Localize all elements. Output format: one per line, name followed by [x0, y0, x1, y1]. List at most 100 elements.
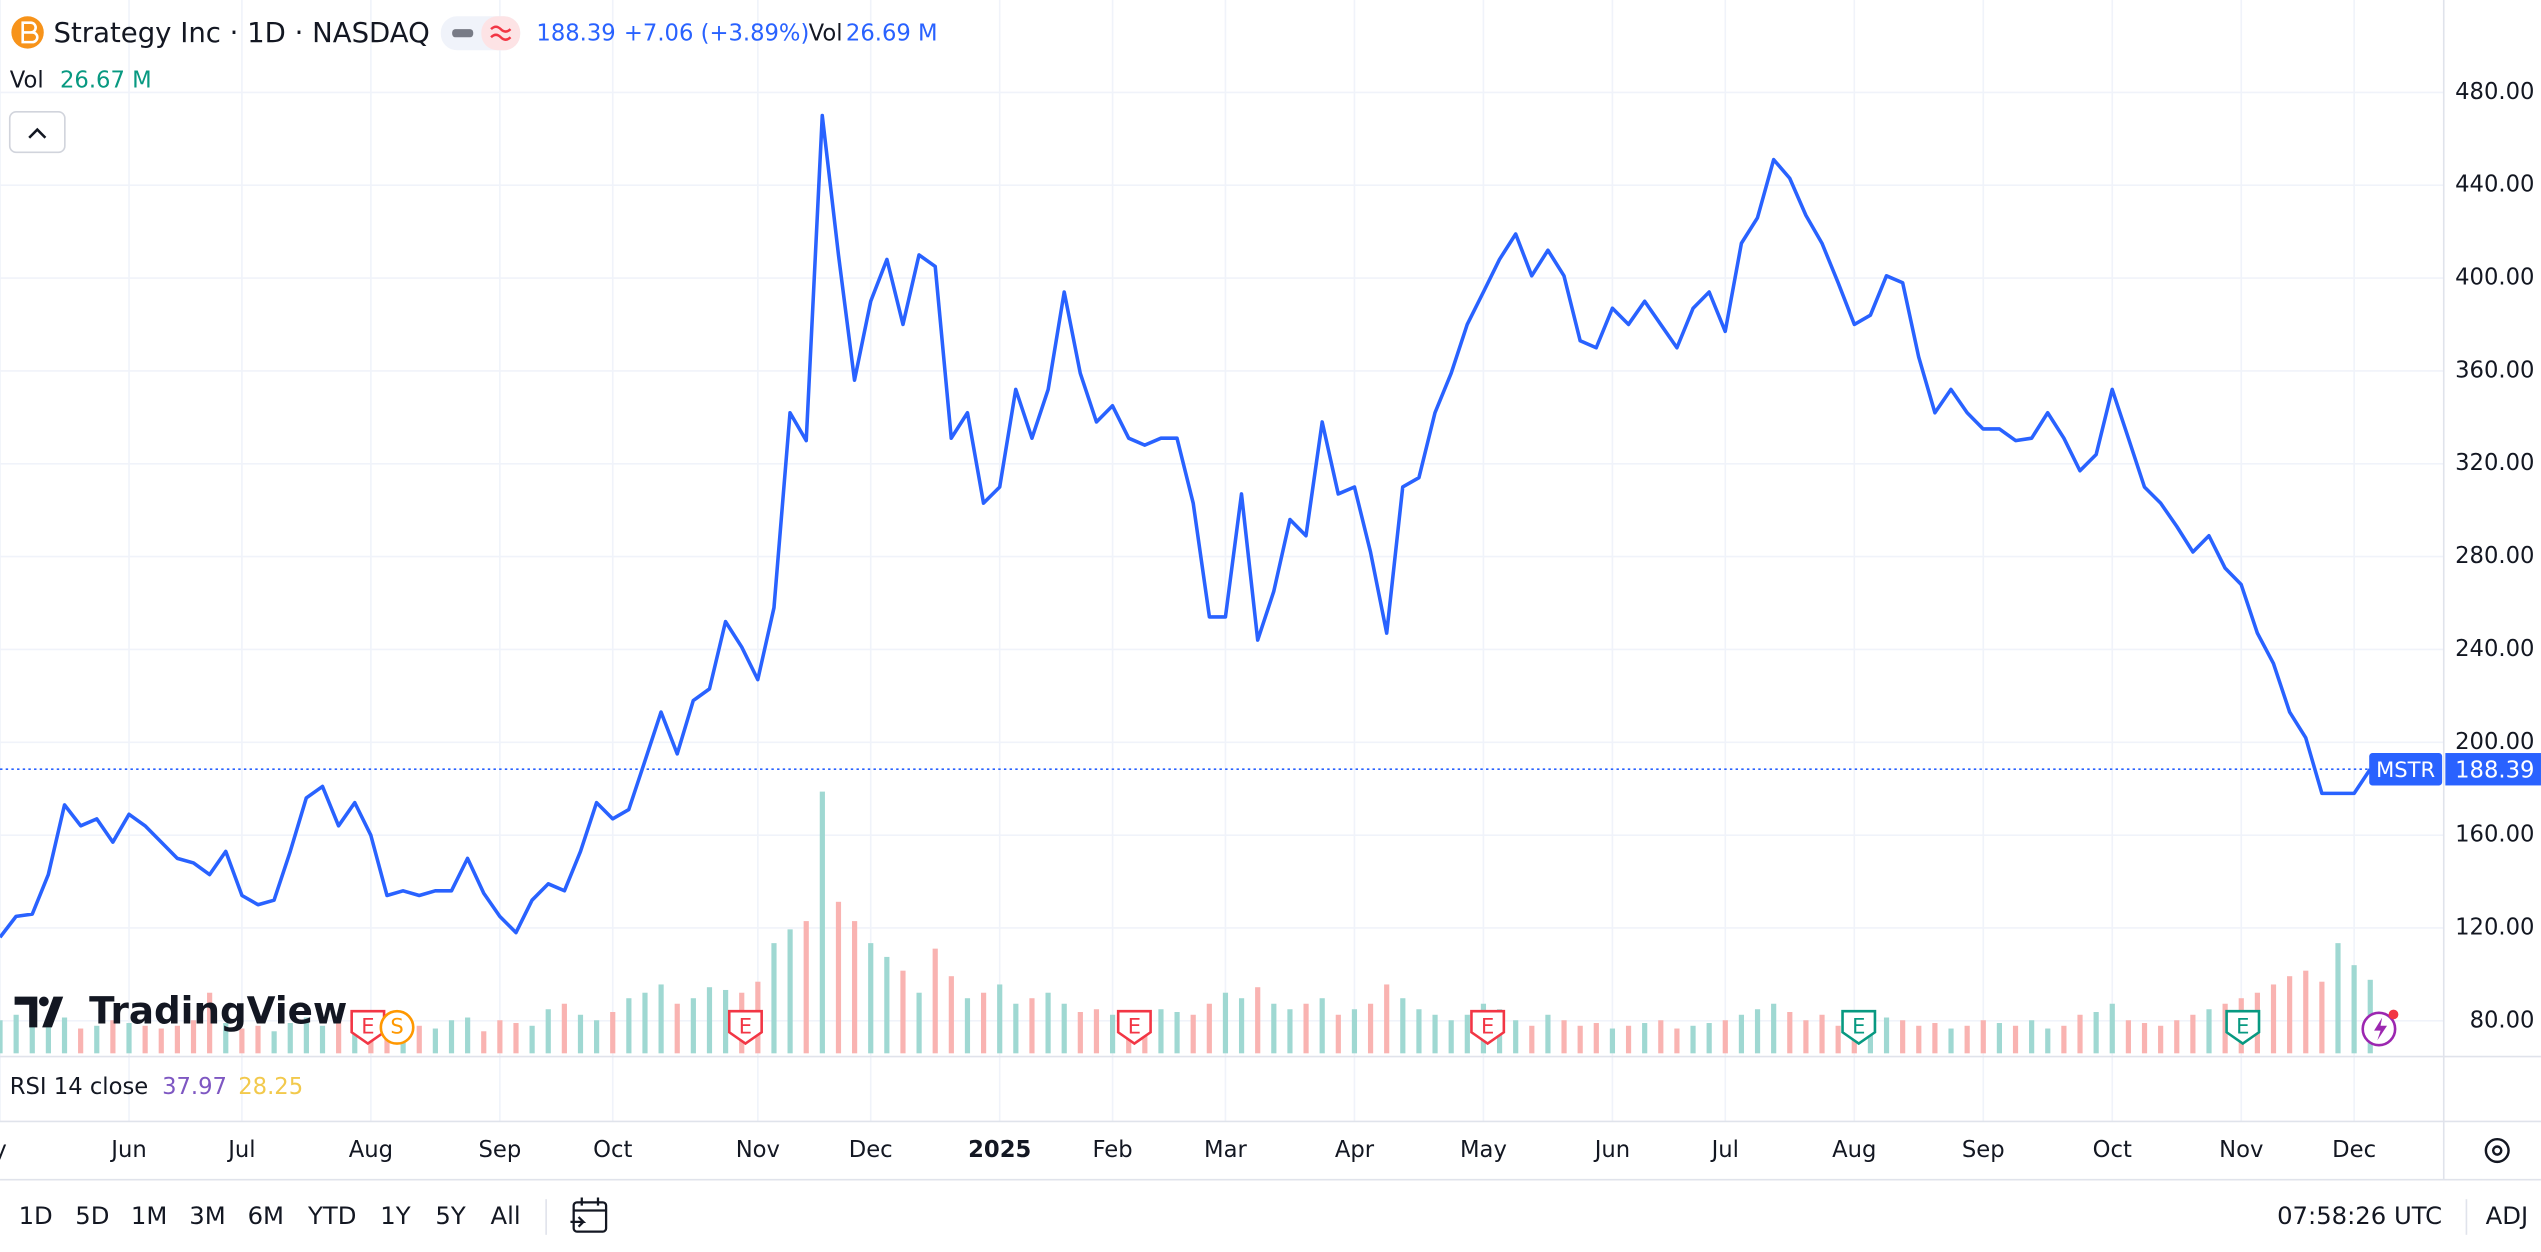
- volume-bar: [1416, 1009, 1422, 1054]
- volume-bar: [1255, 987, 1261, 1054]
- volume-bar: [852, 921, 858, 1054]
- volume-bar: [1996, 1023, 2002, 1054]
- clock[interactable]: 07:58:26 UTC: [2277, 1201, 2442, 1230]
- volume-bar: [723, 989, 729, 1054]
- range-button[interactable]: 5Y: [435, 1201, 465, 1230]
- volume-bar: [1303, 1003, 1309, 1054]
- range-button[interactable]: 1Y: [380, 1201, 410, 1230]
- volume-bar: [1077, 1012, 1083, 1054]
- event-badge[interactable]: [1841, 1009, 1877, 1046]
- y-tick-label: 80.00: [2470, 1007, 2535, 1033]
- rsi-label: RSI 14 close: [10, 1074, 148, 1100]
- settings-icon[interactable]: [2484, 1137, 2510, 1164]
- range-button[interactable]: All: [491, 1201, 521, 1230]
- event-label: E: [1852, 1013, 1865, 1038]
- volume-bar: [1448, 1020, 1454, 1054]
- y-tick-label: 120.00: [2455, 914, 2534, 940]
- volume-bar: [481, 1031, 487, 1054]
- range-button[interactable]: 5D: [75, 1201, 109, 1230]
- range-button[interactable]: 6M: [248, 1201, 284, 1230]
- event-badge[interactable]: [1116, 1009, 1152, 1046]
- y-tick-label: 280.00: [2455, 543, 2534, 569]
- volume-bar: [110, 1020, 116, 1054]
- volume-bar: [2319, 981, 2325, 1054]
- price-label-box: [2445, 753, 2541, 786]
- event-label: E: [1128, 1013, 1141, 1038]
- volume-bar: [1271, 1003, 1277, 1054]
- adj-toggle[interactable]: ADJ: [2486, 1201, 2529, 1230]
- volume-bar: [594, 1020, 600, 1054]
- volume-bar: [513, 1023, 519, 1054]
- volume-bar: [1706, 1023, 1712, 1054]
- y-tick-label: 440.00: [2455, 172, 2534, 198]
- volume-bar: [706, 987, 713, 1054]
- volume-bar: [916, 992, 922, 1054]
- tv-logo-text: TradingView: [89, 988, 347, 1032]
- event-badge[interactable]: [2225, 1009, 2261, 1046]
- x-tick-label: Sep: [1962, 1137, 2005, 1163]
- volume-bar: [997, 984, 1003, 1054]
- volume-bar: [1029, 998, 1035, 1054]
- volume-bar: [271, 1031, 277, 1054]
- volume-bar: [1948, 1028, 1954, 1054]
- volume-bar: [2270, 984, 2277, 1054]
- x-tick-label: Mar: [1204, 1137, 1247, 1163]
- volume-bar: [303, 1017, 309, 1054]
- range-buttons: 1D 5D 1M 3M 6M YTD 1Y 5Y All: [19, 1201, 521, 1230]
- collapse-button[interactable]: [8, 111, 66, 154]
- volume-bar: [1222, 992, 1229, 1054]
- volume-bar: [190, 1020, 197, 1054]
- event-badge[interactable]: [727, 1009, 763, 1046]
- volume-bar: [1384, 984, 1390, 1054]
- volume-bar: [674, 1003, 680, 1054]
- volume-bar: [529, 1025, 535, 1054]
- volume-bar: [142, 1025, 148, 1054]
- volume-bar: [13, 1014, 19, 1054]
- volume-bar: [948, 976, 954, 1054]
- symbol-title[interactable]: Strategy Inc · 1D · NASDAQ: [54, 17, 430, 49]
- x-tick-label: 2025: [968, 1137, 1031, 1163]
- volume-bar: [158, 1028, 164, 1054]
- volume-bar: [1900, 1020, 1906, 1054]
- event-badge[interactable]: [350, 1009, 386, 1046]
- volume-bar: [45, 1023, 51, 1054]
- volume-bar: [126, 1023, 132, 1054]
- volume-bar: [1609, 1028, 1616, 1054]
- x-tick-label: May: [1460, 1137, 1507, 1163]
- event-label: E: [361, 1013, 374, 1038]
- event-label: E: [739, 1013, 752, 1038]
- event-badge[interactable]: [379, 1009, 415, 1045]
- x-tick-label: Jul: [226, 1137, 255, 1163]
- range-button[interactable]: 3M: [189, 1201, 225, 1230]
- volume-bar: [2174, 1020, 2180, 1054]
- volume-bar: [1625, 1025, 1632, 1054]
- volume-bar: [900, 970, 906, 1054]
- event-badge[interactable]: [1470, 1009, 1506, 1046]
- volume-bar: [1045, 992, 1051, 1054]
- volume-bar: [1513, 1020, 1519, 1054]
- x-tick-label: Dec: [2332, 1137, 2376, 1163]
- range-button[interactable]: YTD: [307, 1201, 356, 1230]
- volume-bar: [319, 1025, 326, 1054]
- x-tick-label: Jun: [1593, 1137, 1630, 1163]
- date-range-icon[interactable]: [572, 1201, 608, 1233]
- range-button[interactable]: 1M: [131, 1201, 167, 1230]
- x-tick-label: Oct: [593, 1137, 632, 1163]
- x-tick-label: Dec: [849, 1137, 893, 1163]
- volume-bar: [868, 943, 874, 1054]
- x-tick-label: Jun: [109, 1137, 146, 1163]
- volume-bar: [2061, 1025, 2067, 1054]
- date-range-icon-detail: [570, 1197, 607, 1228]
- x-tick-label: Feb: [1093, 1137, 1133, 1163]
- event-label: S: [390, 1013, 403, 1038]
- status-icon: [452, 29, 474, 38]
- x-tick-label: Oct: [2093, 1137, 2132, 1163]
- volume-bar: [1335, 1014, 1341, 1054]
- rsi-ma-value: 28.25: [238, 1074, 303, 1100]
- volume-bar: [2012, 1025, 2019, 1054]
- volume-bar: [2222, 1003, 2228, 1054]
- volume-bar: [1174, 1012, 1180, 1054]
- volume-bar: [1061, 1003, 1067, 1054]
- range-button[interactable]: 1D: [19, 1201, 53, 1230]
